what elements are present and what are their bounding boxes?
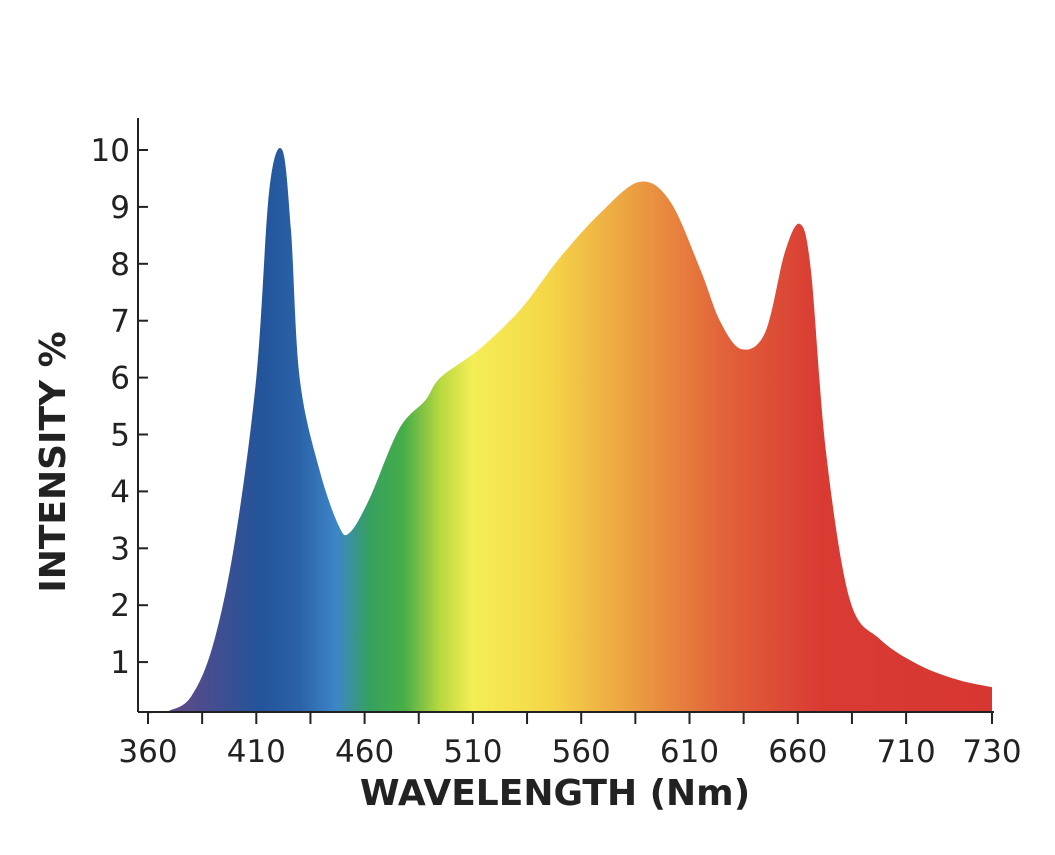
y-tick-label: 6 [110, 361, 130, 397]
y-tick-label: 2 [110, 588, 130, 624]
x-tick-label: 560 [552, 734, 611, 770]
x-tick-label: 660 [768, 734, 827, 770]
y-tick-label: 10 [91, 133, 130, 169]
x-tick-label: 730 [962, 734, 1021, 770]
y-tick-label: 4 [110, 474, 130, 510]
x-tick-label: 610 [660, 734, 719, 770]
x-tick-label: 510 [443, 734, 502, 770]
x-tick-label: 410 [227, 734, 286, 770]
x-tick-label: 460 [335, 734, 394, 770]
y-tick-label: 8 [110, 247, 130, 283]
x-tick-label: 710 [877, 734, 936, 770]
y-tick-label: 7 [110, 304, 130, 340]
y-tick-label: 1 [110, 645, 130, 681]
x-axis-title: WAVELENGTH (Nm) [360, 773, 750, 814]
y-tick-label: 3 [110, 531, 130, 567]
y-tick-label: 9 [110, 190, 130, 226]
x-tick-label: 360 [118, 734, 177, 770]
y-tick-label: 5 [110, 418, 130, 454]
spectrum-area [148, 147, 992, 714]
y-axis-title: INTENSITY % [33, 331, 74, 592]
